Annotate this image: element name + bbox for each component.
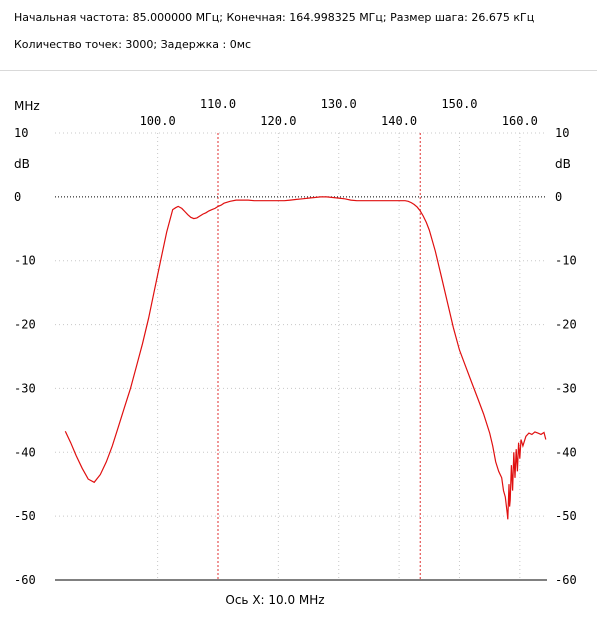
x-tick-label: 130.0 [321,97,357,111]
y-tick-label-right: -30 [555,381,577,395]
y-tick-label-right: -10 [555,254,577,268]
y-unit-label-left: dB [14,157,30,171]
sweep-params-line: Начальная частота: 85.000000 МГц; Конечн… [14,11,535,24]
y-tick-label-left: 0 [14,190,21,204]
chart-markers [217,133,421,580]
y-tick-label-right: 0 [555,190,562,204]
y-tick-label-left: -60 [14,573,36,587]
response-trace [64,196,547,520]
x-tick-label: 120.0 [260,114,296,128]
x-tick-label: 160.0 [502,114,538,128]
y-tick-label-left: -30 [14,381,36,395]
x-tick-label: 100.0 [140,114,176,128]
y-tick-label-left: -50 [14,509,36,523]
y-tick-label-right: 10 [555,126,569,140]
header-separator [0,70,597,71]
x-unit-label: MHz [14,99,40,113]
y-tick-label-right: -40 [555,445,577,459]
y-tick-label-left: -10 [14,254,36,268]
y-tick-label-left: -20 [14,318,36,332]
x-tick-label: 150.0 [441,97,477,111]
y-tick-label-right: -20 [555,318,577,332]
x-tick-label: 110.0 [200,97,236,111]
points-delay-line: Количество точек: 3000; Задержка : 0мс [14,38,252,51]
y-tick-label-left: -40 [14,445,36,459]
chart-grid [55,132,547,581]
y-tick-label-right: -60 [555,573,577,587]
y-tick-label-left: 10 [14,126,28,140]
y-tick-label-right: -50 [555,509,577,523]
y-unit-label-right: dB [555,157,571,171]
x-tick-labels: 110.0 130.0 150.0 100.0 120.0 140.0 160.0 [140,97,538,128]
y-tick-labels: 10 10 0 0 -10 -10 -20 -20 -30 -30 -40 -40 -50 -50 -60 -… [14,126,577,587]
x-axis-label: Ось X: 10.0 MHz [225,593,324,607]
x-tick-label: 140.0 [381,114,417,128]
